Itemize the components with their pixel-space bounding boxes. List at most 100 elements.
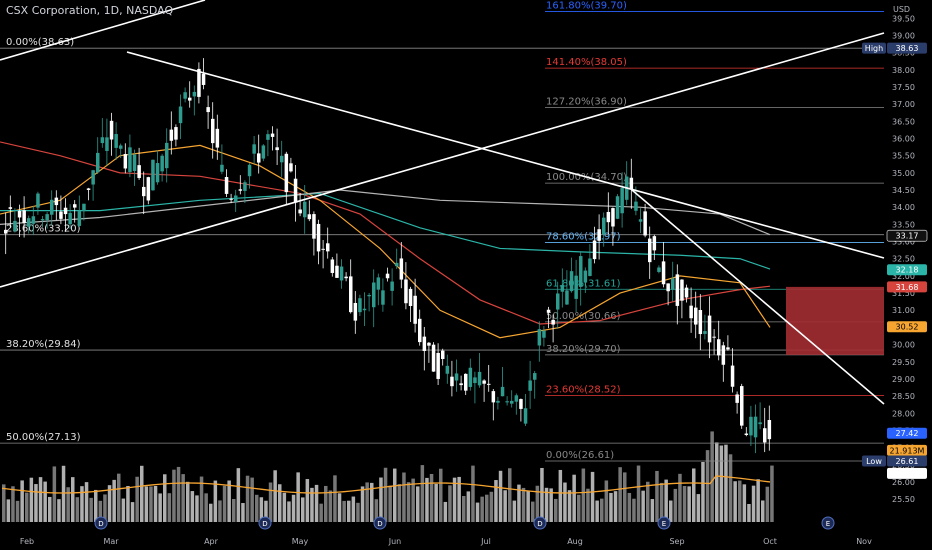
candle-body xyxy=(86,188,91,190)
trendline-top-left xyxy=(0,0,206,61)
volume-bar xyxy=(209,503,213,522)
volume-bar xyxy=(278,484,282,522)
volume-bar xyxy=(167,493,172,522)
volume-bar xyxy=(282,492,287,522)
candle-body xyxy=(468,367,473,387)
volume-bar xyxy=(485,494,489,522)
candle-body xyxy=(712,336,716,338)
volume-bar xyxy=(98,500,103,522)
volume-bar xyxy=(195,495,199,522)
candle-body xyxy=(459,383,463,386)
volume-bar xyxy=(535,485,540,522)
volume-bar xyxy=(38,477,43,522)
candle-body xyxy=(201,73,206,85)
candle-body xyxy=(183,92,187,99)
candle-body xyxy=(560,285,565,292)
volume-bar xyxy=(719,445,724,522)
candle-body xyxy=(178,106,183,124)
y-tick-label: 37.00 xyxy=(892,100,915,109)
candle-body xyxy=(362,308,367,311)
volume-bar xyxy=(425,477,429,522)
candle-body xyxy=(657,267,661,272)
y-tick-label: 26.00 xyxy=(892,478,915,487)
x-month-label: Aug xyxy=(567,537,583,546)
x-month-label: Oct xyxy=(763,537,777,546)
volume-bar xyxy=(480,496,484,522)
volume-bar xyxy=(75,497,80,522)
fib-ext-label: 61.80%(31.61) xyxy=(546,278,621,289)
volume-bar xyxy=(526,490,530,522)
volume-bar xyxy=(498,470,503,522)
volume-bar xyxy=(636,465,641,522)
event-marker-label: D xyxy=(377,520,382,528)
candle-body xyxy=(717,339,721,356)
candle-body xyxy=(261,145,266,159)
price-ma100: 31.68 xyxy=(896,283,919,292)
candle-body xyxy=(404,279,408,304)
high-label-box xyxy=(887,42,927,54)
y-tick-label: 37.50 xyxy=(892,83,915,92)
high-label-tag xyxy=(862,42,886,54)
volume-bar xyxy=(232,498,236,522)
volume-bar xyxy=(6,499,11,522)
candle-body xyxy=(464,373,468,391)
volume-bar xyxy=(360,486,365,522)
candle-body xyxy=(726,347,730,350)
volume-bar xyxy=(411,478,415,522)
volume-bar xyxy=(241,503,245,522)
volume-bar xyxy=(34,484,38,522)
volume-bar xyxy=(682,486,687,522)
volume-bar xyxy=(227,480,231,522)
candle-body xyxy=(142,186,146,197)
fib-ext-label: 38.20%(29.70) xyxy=(546,344,621,355)
y-tick-label: 39.00 xyxy=(892,31,915,40)
volume-bar xyxy=(489,491,494,522)
volume-bar xyxy=(71,477,75,522)
candle-body xyxy=(689,305,693,319)
volume-bar xyxy=(669,500,673,522)
candle-body xyxy=(211,118,215,144)
volume-bar xyxy=(623,472,627,522)
volume-bar xyxy=(268,482,273,522)
volume-bar xyxy=(715,442,719,522)
volume-average-line xyxy=(1,475,771,494)
candle-body xyxy=(477,371,482,386)
y-tick-label: 25.50 xyxy=(892,495,915,504)
candle-body xyxy=(229,198,233,200)
low-label-box xyxy=(887,455,927,467)
candle-body xyxy=(675,274,680,306)
price-vol: 21.913M xyxy=(890,446,925,455)
candle-body xyxy=(652,236,657,251)
volume-bar xyxy=(2,484,6,522)
candle-body xyxy=(491,391,496,403)
candle-body xyxy=(666,283,670,292)
currency-label: USD xyxy=(893,5,910,14)
volume-bar xyxy=(761,500,765,522)
y-tick-label: 30.00 xyxy=(892,341,915,350)
candle-body xyxy=(634,201,638,211)
volume-bar xyxy=(80,486,84,522)
volume-bar xyxy=(549,488,553,522)
candle-body xyxy=(22,210,26,223)
candle-body xyxy=(63,207,68,215)
volume-bar xyxy=(655,470,659,522)
candle-body xyxy=(316,223,321,252)
candle-body xyxy=(326,243,330,252)
fib-level-label: 38.20%(29.84) xyxy=(6,339,81,350)
candle-body xyxy=(54,197,59,206)
candle-body xyxy=(91,170,95,185)
event-marker-label: E xyxy=(662,520,666,528)
candle-body xyxy=(763,428,767,443)
volume-bar xyxy=(742,484,747,522)
candle-body xyxy=(611,208,615,227)
candle-body xyxy=(505,401,509,403)
candle-body xyxy=(307,214,312,220)
candle-body xyxy=(234,195,238,202)
chart-title: CSX Corporation, 1D, NASDAQ xyxy=(6,4,174,17)
fib-level-label: 0.00%(38.63) xyxy=(6,37,74,48)
candle-body xyxy=(767,420,772,440)
volume-bar xyxy=(531,501,535,522)
candle-body xyxy=(431,344,436,372)
volume-bar xyxy=(20,480,24,522)
